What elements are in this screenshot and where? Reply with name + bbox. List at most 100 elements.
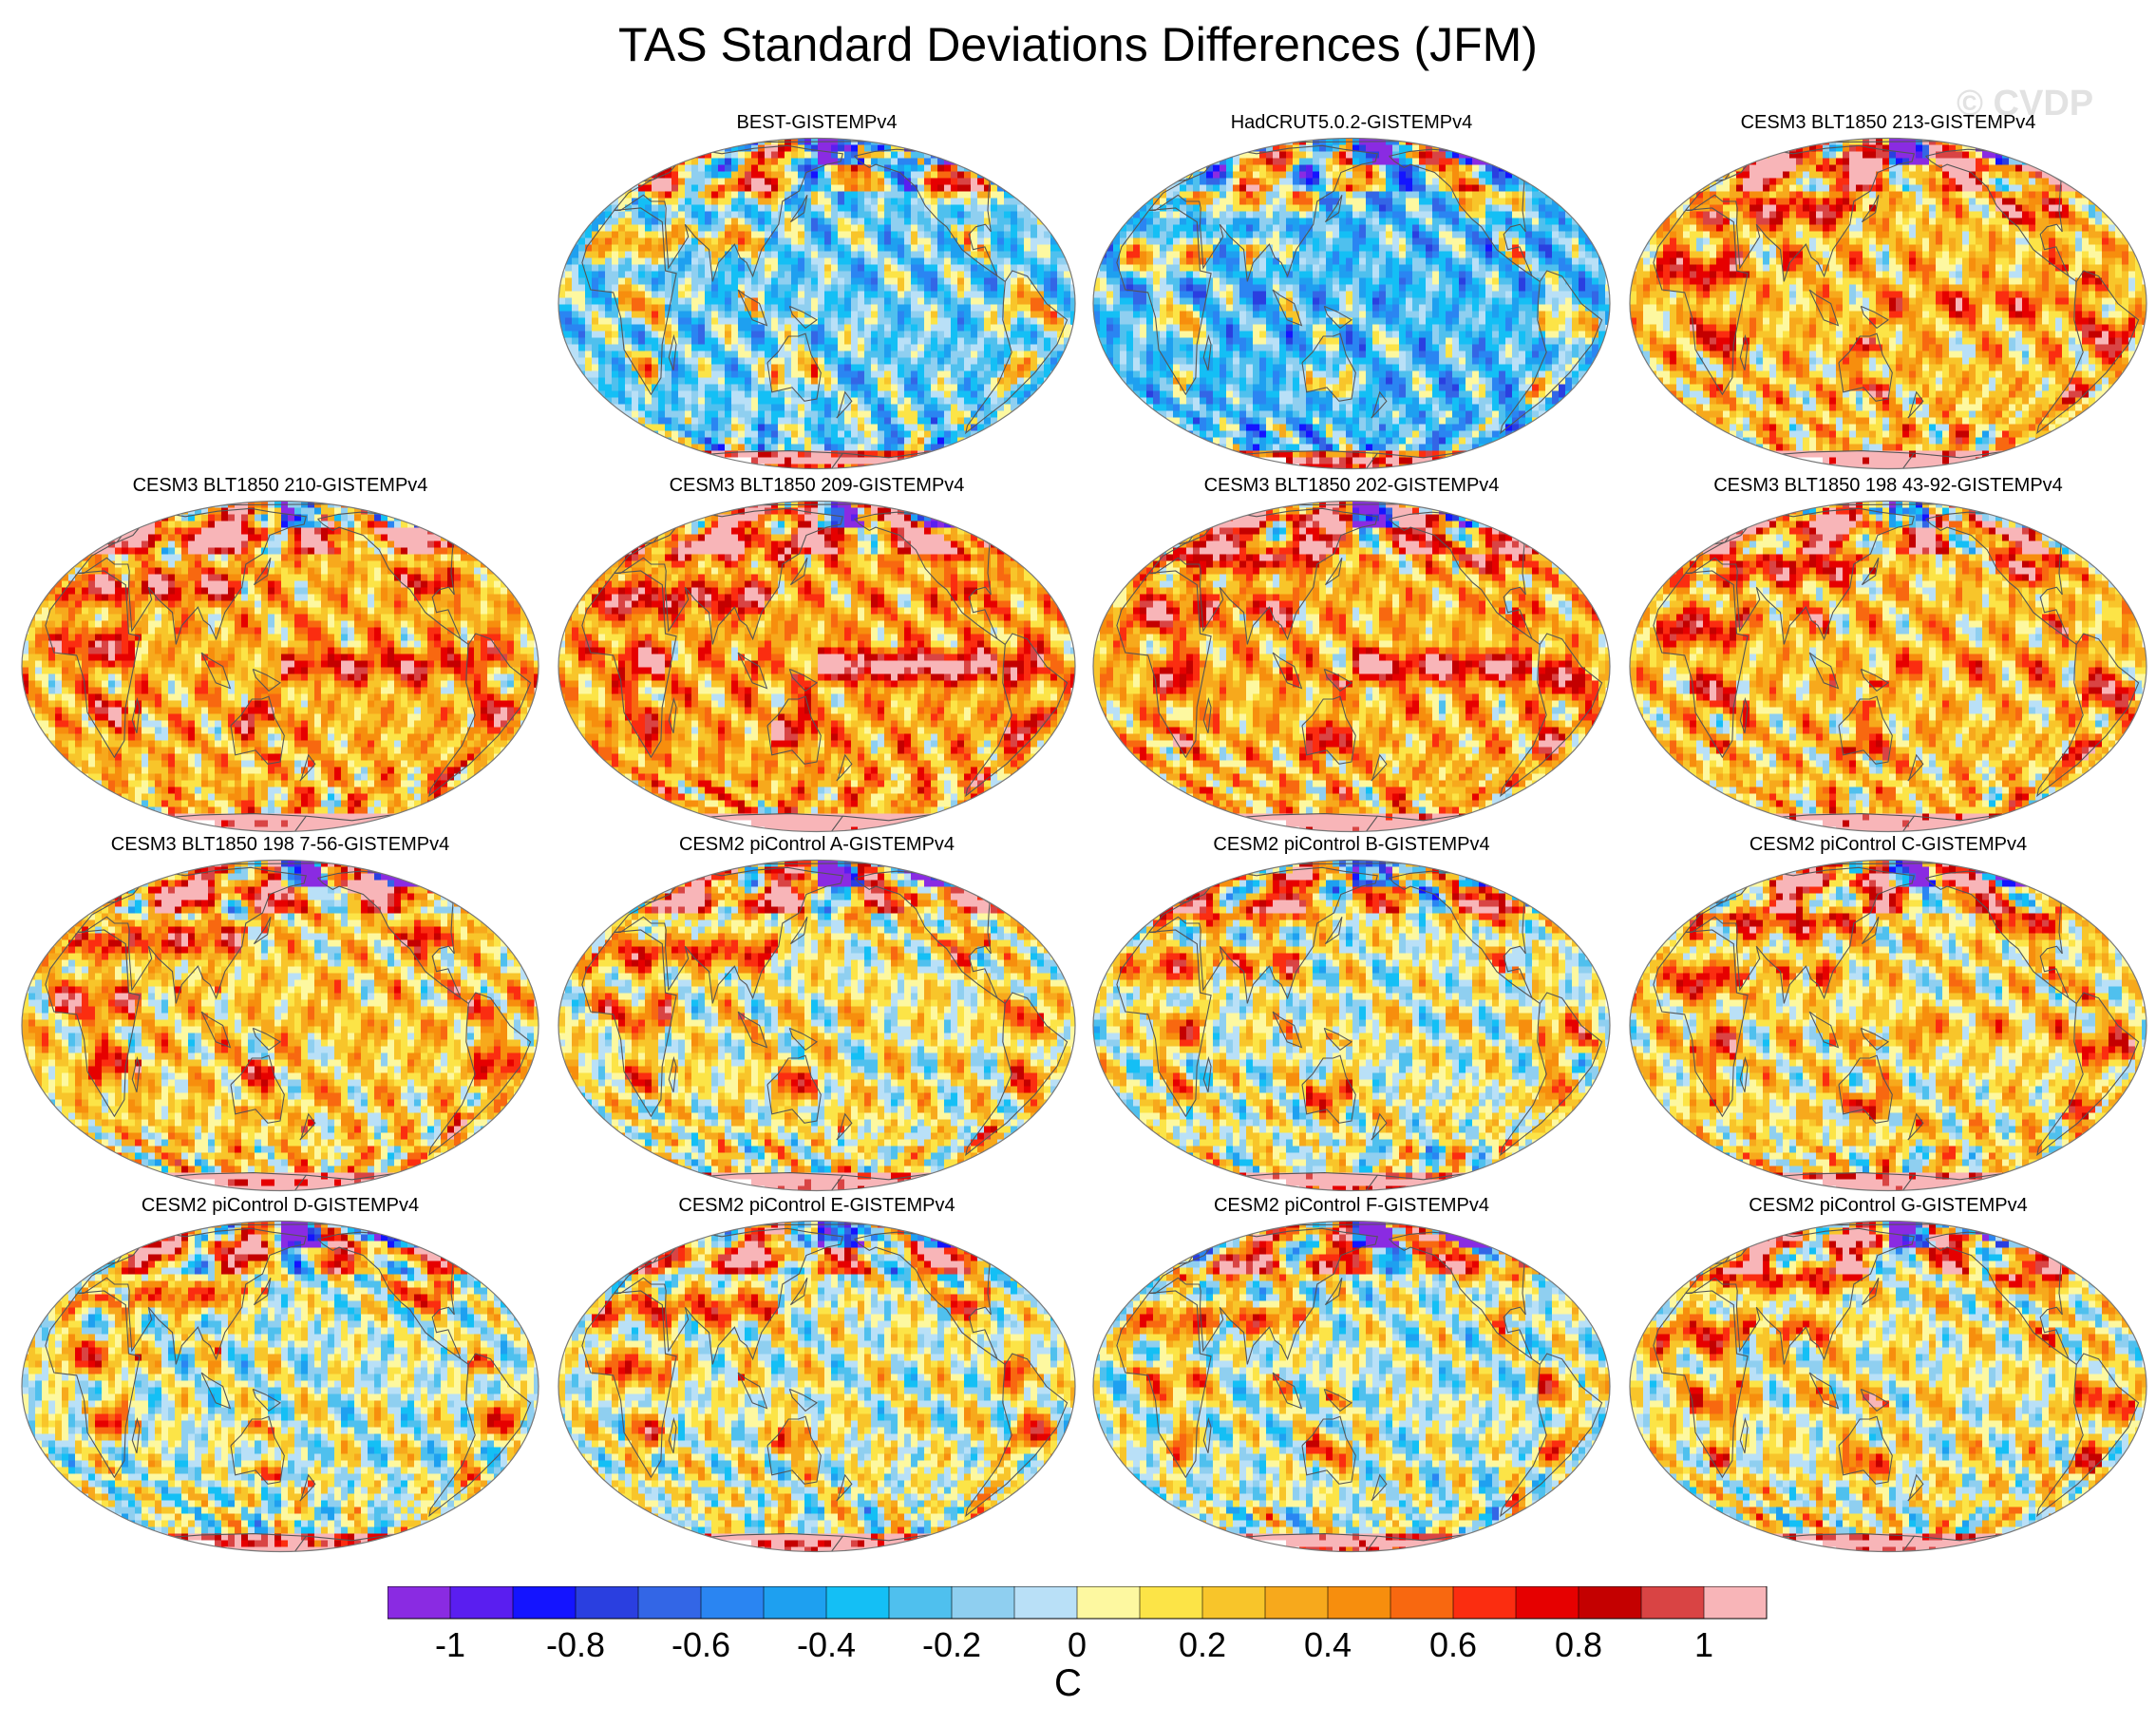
global-map (1629, 500, 2147, 833)
coastline (1907, 1473, 1924, 1502)
colorbar-unit-label: C (1054, 1662, 1082, 1705)
map-outline (1629, 500, 2147, 833)
map-outline (558, 859, 1076, 1192)
coastline (691, 450, 844, 469)
coastline (1685, 1227, 1915, 1365)
colorbar-swatch (513, 1586, 577, 1619)
coastline (1371, 753, 1388, 782)
panel-title: CESM2 piControl G-GISTEMPv4 (1622, 1195, 2154, 1217)
coastline (252, 668, 282, 692)
map-outline (21, 1220, 539, 1553)
coastline (77, 1227, 307, 1365)
coastline (1838, 1415, 1893, 1485)
coastline (1907, 1112, 1924, 1141)
coastline (1861, 1278, 1880, 1306)
colorbar-tick-label: 0 (1068, 1625, 1087, 1664)
coastline (1685, 507, 1915, 645)
map-panel: CESM3 BLT1850 198 7-56-GISTEMPv4 (14, 834, 546, 1195)
panel-title: CESM2 piControl F-GISTEMPv4 (1086, 1195, 1617, 1217)
anomaly-field (1630, 1221, 2147, 1552)
coastline (1808, 1011, 1840, 1049)
coastline (1148, 144, 1378, 282)
coastline (1323, 305, 1353, 330)
panel-title: CESM2 piControl E-GISTEMPv4 (551, 1195, 1083, 1217)
coastline (1653, 570, 1749, 759)
coastline (1371, 1473, 1388, 1502)
coastline (1301, 695, 1356, 765)
anomaly-field (22, 860, 539, 1191)
colorbar-swatch (1390, 1586, 1454, 1619)
colorbar-swatch (1077, 1586, 1141, 1619)
coastline (155, 1533, 308, 1552)
map-outline (1629, 859, 2147, 1192)
coastline (1763, 1172, 1916, 1191)
coastline (1323, 1027, 1353, 1052)
coastline (1739, 696, 1749, 733)
coastline (1653, 207, 1749, 396)
coastline (1116, 570, 1212, 759)
figure-title: TAS Standard Deviations Differences (JFM… (0, 17, 2156, 72)
coastline (2036, 633, 2140, 798)
panel-title: HadCRUT5.0.2-GISTEMPv4 (1086, 112, 1617, 134)
panel-title: CESM3 BLT1850 209-GISTEMPv4 (551, 475, 1083, 497)
coastline (789, 195, 808, 223)
coastline (737, 652, 768, 690)
coastline (1838, 1054, 1893, 1124)
map-outline (558, 500, 1076, 833)
map-outline (1092, 500, 1611, 833)
colorbar-swatch (701, 1586, 765, 1619)
coastline (1500, 1353, 1603, 1518)
coastline (230, 695, 285, 765)
coastline (1301, 1054, 1356, 1124)
coastline (1226, 450, 1379, 469)
coastline (428, 992, 532, 1157)
global-map (21, 500, 539, 833)
coastline (1272, 652, 1303, 690)
coastline (1301, 332, 1356, 402)
coastline (1685, 866, 1915, 1004)
coastline (1148, 866, 1378, 1004)
map-outline (21, 859, 539, 1192)
coastline (253, 917, 272, 945)
coastline (965, 992, 1069, 1157)
coastline (668, 1416, 677, 1453)
global-map (558, 1220, 1076, 1553)
coastline (1226, 813, 1379, 832)
coastline (1907, 753, 1924, 782)
coastline (788, 1027, 819, 1052)
coastline (1272, 1011, 1303, 1049)
coastline (1324, 1278, 1343, 1306)
coastline (836, 1112, 853, 1141)
coastline (766, 695, 822, 765)
coastline (1763, 450, 1916, 469)
global-map (21, 1220, 539, 1553)
colorbar-tick-label: 0.4 (1304, 1625, 1352, 1664)
global-map (558, 859, 1076, 1192)
map-outline (558, 1220, 1076, 1553)
coastline (131, 1416, 141, 1453)
map-panel: CESM2 piControl C-GISTEMPv4 (1622, 834, 2154, 1195)
coastline (1860, 1388, 1890, 1412)
map-panel: CESM2 piControl D-GISTEMPv4 (14, 1195, 546, 1556)
map-outline (1092, 1220, 1611, 1553)
map-panel: BEST-GISTEMPv4 (551, 112, 1083, 473)
coastline (1202, 333, 1212, 370)
coastline (45, 929, 141, 1118)
coastline (299, 753, 316, 782)
global-map (1629, 859, 2147, 1192)
coastline (789, 1278, 808, 1306)
map-outline (1092, 137, 1611, 470)
colorbar-swatch (952, 1586, 1015, 1619)
anomaly-field (1630, 860, 2147, 1191)
coastline (2036, 1353, 2140, 1518)
coastline (253, 1278, 272, 1306)
panel-title: CESM2 piControl B-GISTEMPv4 (1086, 834, 1617, 856)
coastline (789, 917, 808, 945)
anomaly-field (1093, 1221, 1610, 1552)
anomaly-field (558, 138, 1075, 469)
coastline (1838, 695, 1893, 765)
map-outline (1092, 859, 1611, 1192)
coastline (2036, 270, 2140, 435)
map-outline (1629, 137, 2147, 470)
coastline (1685, 144, 1915, 282)
